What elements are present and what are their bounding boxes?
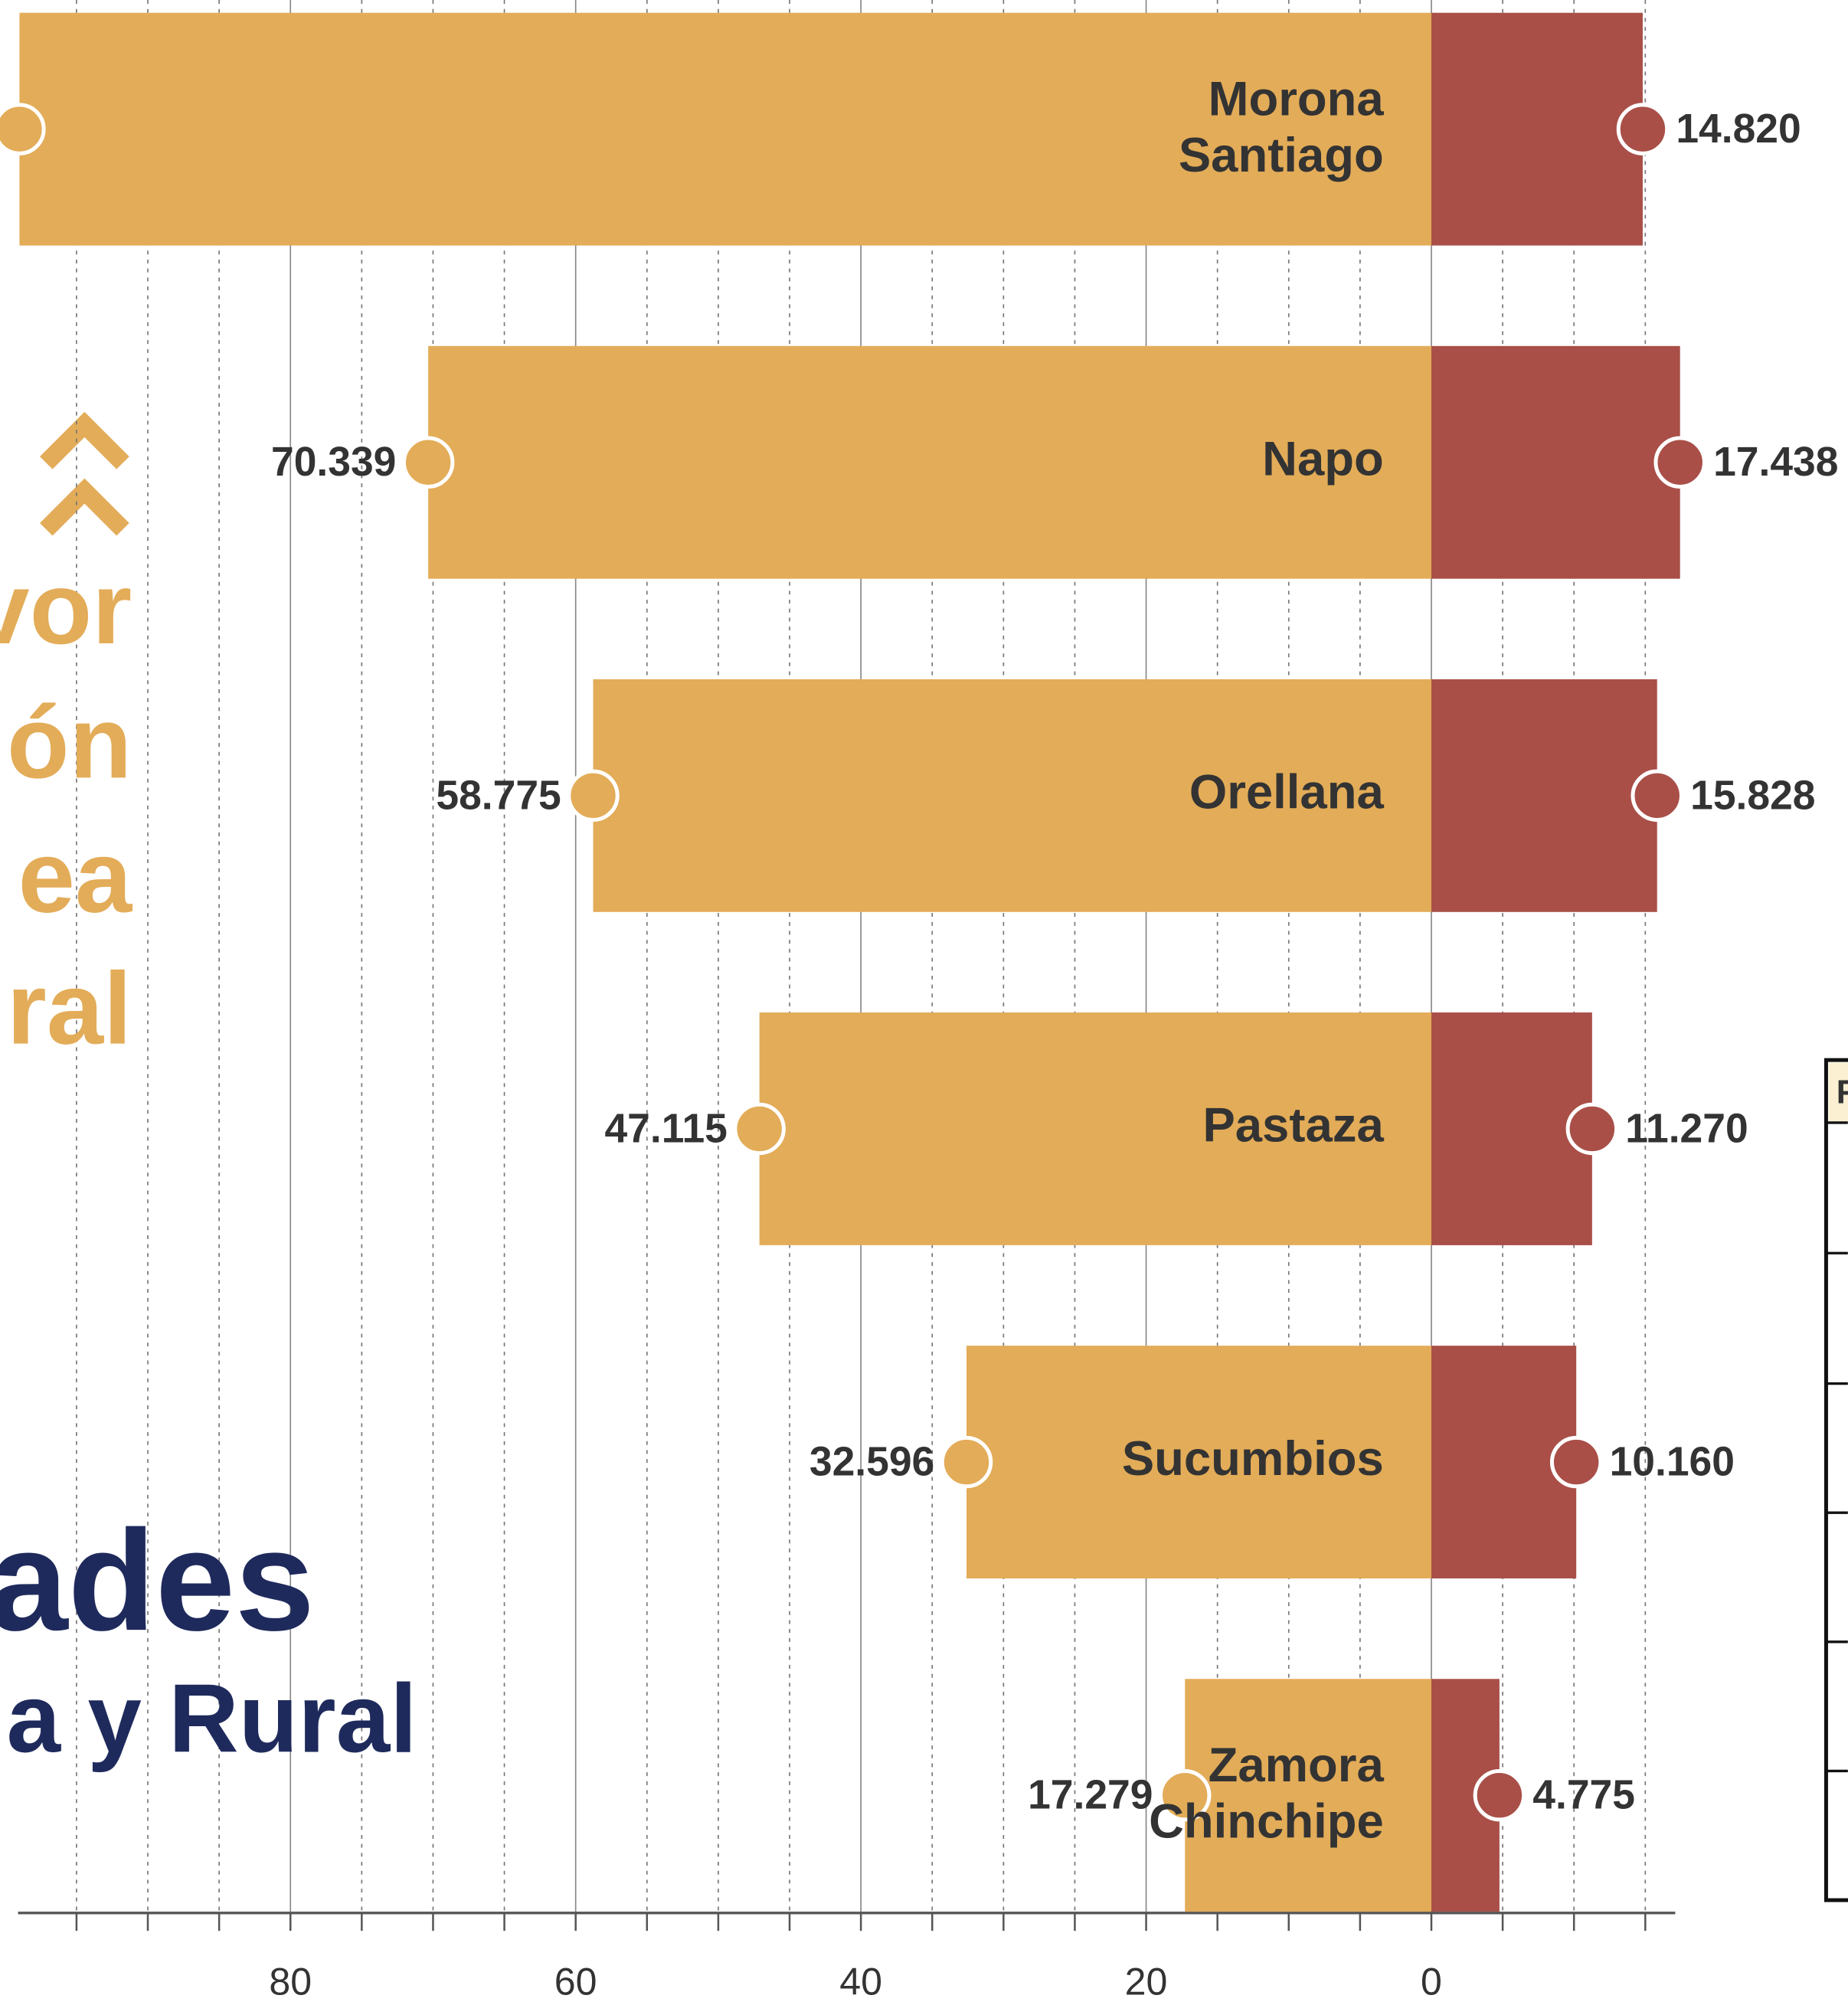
bar [1431, 1012, 1592, 1245]
category-label: Sucumbios [1122, 1432, 1384, 1486]
annotation: ea [18, 820, 133, 934]
bar [19, 12, 1431, 246]
category-label-line: Santiago [1179, 129, 1384, 182]
annotation: vor [0, 551, 132, 666]
category-label: Napo [1262, 433, 1384, 486]
table-rows [1826, 1121, 1848, 1773]
table-header [1828, 1062, 1848, 1123]
x-tick-label: 40 [839, 1961, 882, 2003]
value-label: 10.160 [1610, 1440, 1735, 1485]
category-label: Orellana [1189, 766, 1385, 819]
table-frame [1823, 1058, 1848, 1902]
x-tick-label: 80 [269, 1961, 312, 2003]
bar [428, 345, 1431, 579]
value-label: 11.270 [1625, 1106, 1748, 1151]
annotation: a y Rural [7, 1664, 417, 1773]
bar [1431, 679, 1657, 912]
end-dot [0, 103, 46, 155]
value-label: 17.438 [1713, 440, 1838, 485]
bar [966, 1346, 1431, 1579]
end-dot [1630, 769, 1683, 823]
end-dot [1565, 1102, 1619, 1156]
x-tick-label: 60 [554, 1961, 597, 2003]
value-label: 14.820 [1676, 106, 1801, 152]
end-dot [1653, 436, 1706, 489]
annotation: ral [7, 952, 132, 1066]
category-label: Pastaza [1202, 1099, 1384, 1153]
x-tick-label: 0 [1421, 1961, 1442, 2003]
annotation: ón [7, 685, 132, 800]
end-dot [1549, 1435, 1603, 1489]
end-dot [401, 436, 455, 489]
value-label: 47.115 [604, 1106, 727, 1151]
category-label-line: Morona [1209, 72, 1385, 126]
end-dot [940, 1435, 993, 1489]
value-label: 15.828 [1690, 773, 1815, 818]
value-label: 17.279 [1028, 1773, 1153, 1818]
end-dot [567, 769, 620, 823]
bar [593, 679, 1431, 912]
end-dot [1473, 1768, 1526, 1822]
chevrons [40, 411, 129, 536]
category-label-line: Zamora [1209, 1738, 1385, 1792]
bar [759, 1012, 1431, 1245]
end-dot [1616, 103, 1670, 155]
value-label: 32.596 [810, 1440, 934, 1485]
value-label: 58.775 [436, 773, 561, 818]
category-label: Zamora Chinchipe [1149, 1738, 1384, 1848]
category-label-line: Chinchipe [1149, 1794, 1384, 1848]
bar [1431, 12, 1643, 246]
bar [1431, 345, 1680, 579]
category-label: Morona Santiago [1179, 72, 1385, 182]
end-dot [1158, 1768, 1212, 1822]
value-label: 4.775 [1532, 1773, 1635, 1818]
annotation: F [1837, 1074, 1848, 1111]
bar [1185, 1679, 1431, 1912]
x-tick-label: 20 [1125, 1961, 1168, 2003]
annotation: ades [0, 1500, 315, 1660]
value-label: 70.339 [271, 440, 396, 485]
end-dot [733, 1102, 786, 1156]
